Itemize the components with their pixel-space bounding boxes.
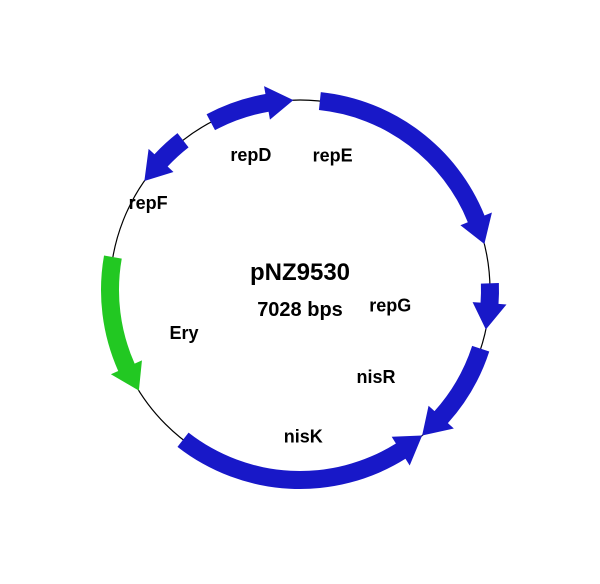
feature-label-ery: Ery (169, 323, 198, 343)
feature-arrow-repd (207, 86, 294, 130)
feature-arrow-nisr (422, 346, 489, 436)
feature-label-repf: repF (129, 193, 168, 213)
feature-arrow-repg (473, 283, 507, 329)
feature-label-nisr: nisR (357, 367, 396, 387)
feature-label-repg: repG (369, 295, 411, 315)
feature-label-nisk: nisK (284, 427, 323, 447)
feature-arrow-repe (319, 92, 492, 244)
feature-arrow-ery (101, 255, 142, 390)
plasmid-size: 7028 bps (257, 299, 343, 321)
feature-arrow-repf (144, 133, 188, 181)
feature-label-repd: repD (230, 145, 271, 165)
feature-label-repe: repE (313, 145, 353, 165)
plasmid-name: pNZ9530 (250, 259, 350, 286)
